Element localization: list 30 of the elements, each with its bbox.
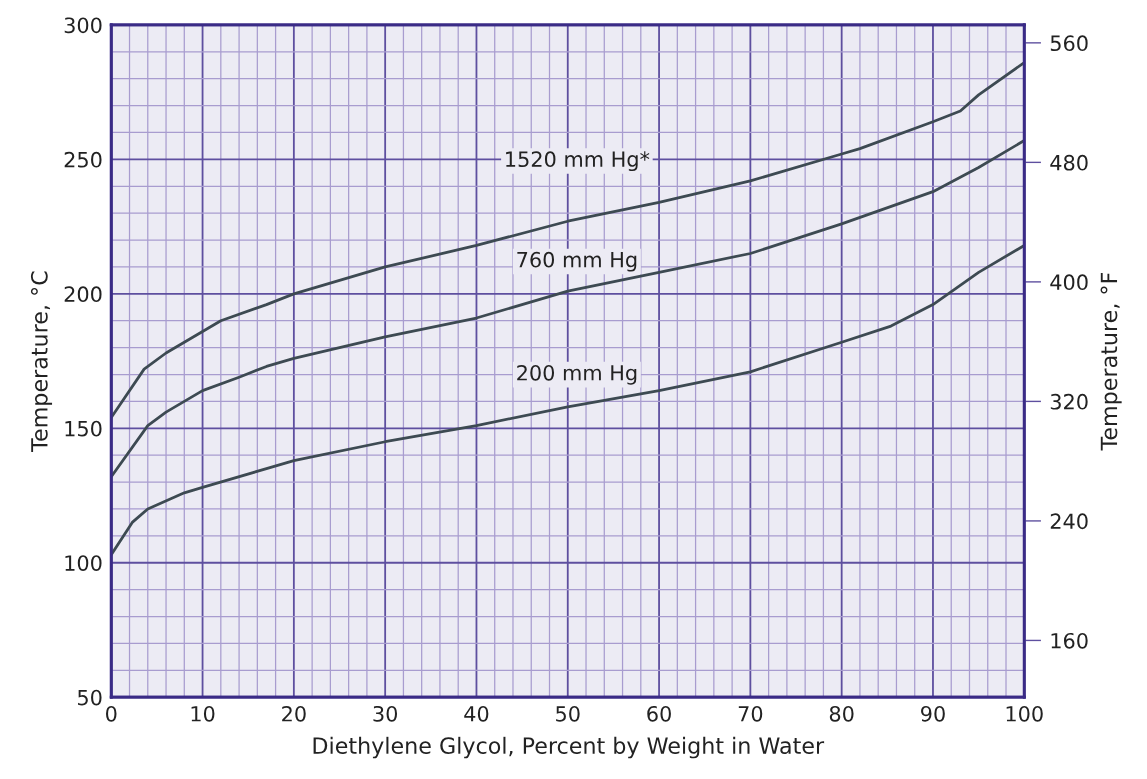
x-tick-label: 10 bbox=[191, 705, 215, 722]
x-tick-label: 0 bbox=[106, 705, 117, 722]
x-tick-label: 90 bbox=[921, 705, 945, 722]
series-label: 1520 mm Hg* bbox=[506, 151, 650, 172]
y-tick-label: 50 bbox=[78, 689, 102, 706]
x-axis-title: Diethylene Glycol, Percent by Weight in Water bbox=[313, 736, 825, 759]
x-tick-label: 40 bbox=[464, 705, 489, 722]
x-tick-label: 100 bbox=[1006, 705, 1043, 722]
y2-tick-label: 320 bbox=[1050, 393, 1088, 410]
line-series bbox=[111, 244, 1025, 557]
y-tick-label: 300 bbox=[64, 17, 102, 34]
y-tick-label: 250 bbox=[64, 151, 102, 168]
y2-tick-label: 560 bbox=[1050, 35, 1088, 52]
y2-axis-title: Temperature, °F bbox=[1100, 272, 1122, 451]
y-tick-label: 150 bbox=[65, 420, 102, 437]
x-tick-label: 70 bbox=[738, 705, 763, 722]
series-label: 200 mm Hg bbox=[517, 364, 637, 385]
x-tick-label: 30 bbox=[373, 705, 398, 722]
y2-tick-label: 400 bbox=[1050, 274, 1088, 291]
x-tick-label: 50 bbox=[556, 705, 580, 722]
y2-tick-label: 160 bbox=[1051, 632, 1088, 649]
y-axis-title: Temperature, °C bbox=[30, 271, 53, 452]
y2-tick-label: 480 bbox=[1050, 154, 1088, 171]
y-tick-label: 200 bbox=[64, 286, 102, 303]
x-tick-label: 80 bbox=[829, 705, 854, 722]
series-label: 760 mm Hg bbox=[517, 251, 637, 272]
y2-tick-label: 240 bbox=[1050, 513, 1088, 530]
x-tick-label: 20 bbox=[282, 705, 306, 722]
y-tick-label: 100 bbox=[65, 555, 102, 571]
x-tick-label: 60 bbox=[647, 705, 671, 722]
